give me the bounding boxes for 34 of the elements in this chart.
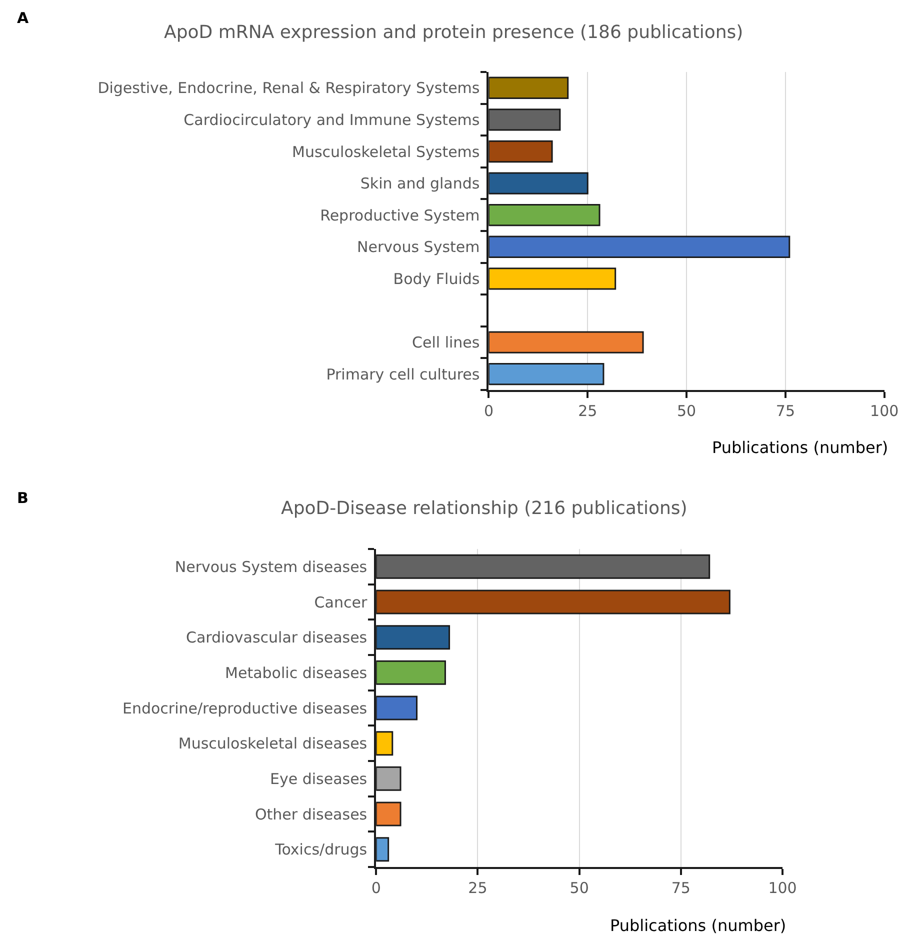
x-tick-label: 25	[578, 402, 598, 420]
x-tick-label: 50	[570, 879, 589, 897]
chart-title: ApoD mRNA expression and protein presence (186 publications)	[164, 22, 744, 43]
y-tick-label: Cardiovascular diseases	[186, 628, 368, 647]
y-tick-label: Digestive, Endocrine, Renal & Respiratory Systems	[98, 79, 480, 98]
y-tick-label: Cancer	[314, 593, 368, 612]
y-tick-label: Cardiocirculatory and Immune Systems	[184, 110, 480, 129]
y-tick-label: Body Fluids	[393, 270, 480, 288]
x-tick-label: 25	[468, 879, 488, 897]
x-axis-title: Publications (number)	[610, 916, 786, 935]
y-tick-label: Other diseases	[254, 805, 368, 824]
y-tick-label: Nervous System	[357, 238, 480, 256]
y-tick-label: Skin and glands	[360, 174, 480, 193]
y-tick-label: Metabolic diseases	[225, 664, 368, 682]
text: A	[17, 9, 29, 27]
x-tick-label: 100	[870, 402, 899, 420]
x-tick-label: 75	[776, 402, 795, 420]
x-axis-title: Publications (number)	[712, 438, 888, 457]
y-tick-label: Primary cell cultures	[326, 365, 480, 384]
x-tick-label: 50	[677, 402, 696, 420]
y-tick-label: Musculoskeletal Systems	[292, 142, 480, 161]
y-tick-label: Toxics/drugs	[274, 840, 368, 859]
chart-title: ApoD-Disease relationship (216 publications)	[281, 498, 688, 519]
y-tick-label: Eye diseases	[270, 770, 368, 788]
x-tick-label: 0	[484, 402, 494, 420]
x-tick-label: 75	[671, 879, 690, 897]
x-tick-label: 0	[371, 879, 381, 897]
text: B	[17, 489, 28, 507]
x-tick-label: 100	[768, 879, 797, 897]
y-tick-label: Endocrine/reproductive diseases	[122, 699, 368, 718]
y-tick-label: Cell lines	[412, 334, 480, 352]
y-tick-label: Nervous System diseases	[174, 558, 368, 576]
y-tick-label: Musculoskeletal diseases	[178, 734, 368, 753]
y-tick-label: Reproductive System	[320, 206, 480, 224]
